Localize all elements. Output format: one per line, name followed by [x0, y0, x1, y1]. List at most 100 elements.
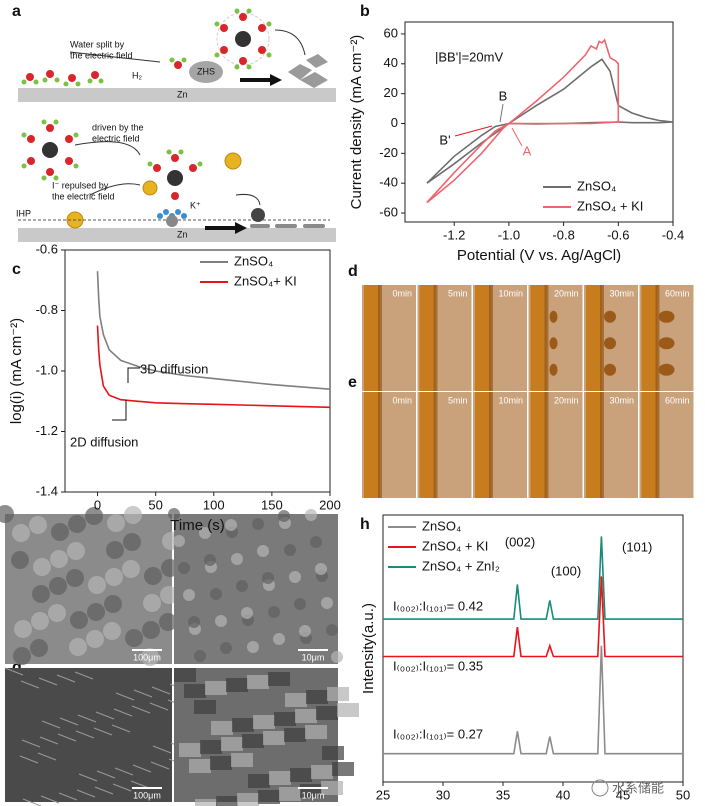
panel-label: h — [360, 516, 370, 533]
sem-texture — [40, 795, 60, 804]
photo-time: 0min — [392, 288, 412, 298]
photo-time: 30min — [609, 288, 634, 298]
sem-grain — [86, 630, 104, 648]
sem-texture — [149, 702, 169, 711]
dendrite — [604, 363, 616, 376]
sem-texture — [248, 774, 270, 788]
sem-texture — [337, 703, 359, 717]
annotation: B — [499, 88, 508, 103]
sem-grain — [160, 586, 178, 604]
dendrite — [549, 310, 558, 323]
sem-grain — [103, 622, 121, 640]
photo-time: 10min — [498, 288, 523, 298]
sem-texture — [194, 700, 216, 714]
sem-grain — [105, 568, 123, 586]
schematic-text: H₂ — [132, 70, 142, 80]
sem-grain — [294, 598, 306, 610]
sem-grain — [87, 603, 105, 621]
photo-time: 20min — [554, 395, 579, 405]
sem-grain — [168, 508, 180, 520]
series-line — [96, 325, 331, 409]
sem-texture — [57, 733, 77, 742]
sem-texture — [226, 678, 248, 692]
schematic-text: Zn — [177, 89, 188, 99]
legend-label: ZnSO₄ — [422, 518, 461, 533]
sem-texture — [115, 692, 135, 701]
sem-texture — [4, 667, 24, 676]
sem-texture — [258, 790, 280, 804]
sem-grain — [32, 585, 50, 603]
x-tick-label: 25 — [376, 787, 390, 802]
sem-texture — [189, 759, 211, 773]
sem-texture — [305, 725, 327, 739]
photo-electrode — [419, 392, 436, 498]
sem-texture — [56, 674, 76, 683]
x-axis-label: Time (s) — [170, 517, 224, 534]
sem-grain — [143, 594, 161, 612]
sem-texture — [21, 739, 41, 748]
y-tick-label: -20 — [379, 145, 398, 160]
series-line — [383, 645, 683, 755]
x-axis-label: Potential (V vs. Ag/AgCl) — [457, 247, 621, 264]
x-tick-label: -1.2 — [443, 227, 465, 242]
annotation: (100) — [551, 563, 581, 578]
panel-label: b — [360, 3, 370, 20]
sem-texture — [179, 743, 201, 757]
dendrite — [604, 310, 616, 323]
photo-electrode — [475, 285, 491, 391]
flat-deposit — [250, 224, 325, 228]
schematic-text: I⁻ repulsed by — [52, 180, 109, 190]
sem-grain — [88, 576, 106, 594]
series-line — [426, 38, 620, 204]
x-tick-label: 35 — [496, 787, 510, 802]
x-tick-label: -1.0 — [498, 227, 520, 242]
watermark: 水系储能 — [612, 780, 664, 795]
sem-grain — [14, 620, 32, 638]
sem-texture — [316, 706, 338, 720]
zn-bar — [18, 228, 336, 242]
sem-texture — [290, 768, 312, 782]
sem-texture — [184, 684, 206, 698]
sem-texture — [174, 668, 196, 682]
sem-grain — [12, 524, 30, 542]
sem-grain — [107, 514, 125, 532]
sem-texture — [247, 675, 269, 689]
sem-grain — [144, 567, 162, 585]
x-tick-label: 150 — [261, 497, 283, 512]
sem-grain — [241, 607, 253, 619]
sem-grain — [284, 544, 296, 556]
y-axis-label: Intensity(a.u.) — [360, 603, 377, 694]
deposit — [288, 54, 328, 88]
schematic-text: Water split by — [70, 39, 125, 49]
sem-texture — [279, 787, 301, 801]
arrow — [511, 127, 523, 147]
scale-label: 10μm — [302, 652, 325, 662]
panel-label: e — [348, 374, 357, 391]
schematic-text: the electric field — [70, 50, 133, 60]
sem-texture — [76, 789, 96, 798]
scale-label: 10μm — [302, 790, 325, 800]
sem-grain — [321, 597, 333, 609]
sem-texture — [77, 714, 97, 723]
sem-texture — [322, 746, 344, 760]
solvated-zn-top — [214, 8, 272, 70]
schematic-text: driven by the — [92, 122, 144, 132]
legend-label: ZnSO₄ + KI — [422, 538, 488, 553]
sem-texture — [231, 753, 253, 767]
sem-grain — [289, 571, 301, 583]
annotation: |BB'|=20mV — [435, 49, 503, 64]
sem-texture — [130, 780, 150, 789]
photo-electrode — [586, 285, 602, 391]
scale-label: 100μm — [133, 790, 161, 800]
sem-grain — [68, 515, 86, 533]
sem-grain — [236, 580, 248, 592]
arrow — [240, 74, 282, 86]
dendrite — [658, 337, 675, 350]
dendrite — [658, 363, 675, 376]
photo-electrode — [419, 285, 436, 391]
y-tick-label: 60 — [384, 25, 398, 40]
sem-grain — [159, 613, 177, 631]
sem-grain — [310, 536, 322, 548]
sem-texture — [112, 783, 132, 792]
photo-time: 10min — [498, 395, 523, 405]
